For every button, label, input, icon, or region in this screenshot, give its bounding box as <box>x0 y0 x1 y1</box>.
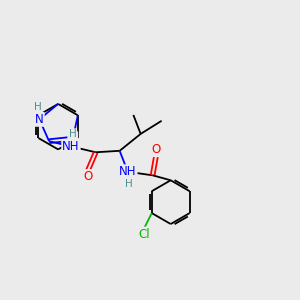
Text: NH: NH <box>62 140 80 153</box>
Text: N: N <box>68 132 77 145</box>
Text: O: O <box>152 143 161 156</box>
Text: Cl: Cl <box>139 228 150 241</box>
Text: H: H <box>34 102 42 112</box>
Text: NH: NH <box>119 165 136 178</box>
Text: H: H <box>124 179 132 189</box>
Text: H: H <box>68 129 76 139</box>
Text: O: O <box>83 170 92 183</box>
Text: N: N <box>35 113 44 126</box>
